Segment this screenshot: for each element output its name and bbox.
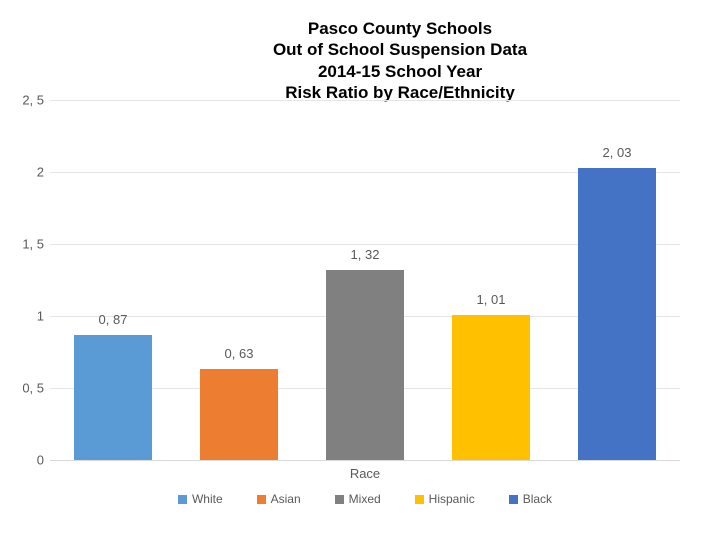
legend-item: Hispanic [415, 492, 475, 506]
legend-label: Asian [271, 492, 301, 506]
legend-label: White [192, 492, 223, 506]
legend-item: Mixed [335, 492, 381, 506]
bar [452, 315, 530, 460]
y-tick-label: 2 [10, 165, 44, 180]
bar [74, 335, 152, 460]
legend-item: Black [509, 492, 552, 506]
legend-swatch [335, 495, 344, 504]
x-axis-title: Race [50, 466, 680, 481]
bar-value-label: 2, 03 [603, 145, 632, 160]
legend-label: Mixed [349, 492, 381, 506]
chart-title-line: Out of School Suspension Data [190, 39, 610, 60]
bar [578, 168, 656, 460]
legend-swatch [509, 495, 518, 504]
bar [200, 369, 278, 460]
legend-label: Black [523, 492, 552, 506]
bar-value-label: 1, 32 [351, 247, 380, 262]
plot-area: Race 00, 511, 522, 50, 870, 631, 321, 01… [50, 100, 680, 461]
gridline [50, 100, 680, 101]
y-tick-label: 0, 5 [10, 381, 44, 396]
chart-title: Pasco County SchoolsOut of School Suspen… [190, 18, 610, 103]
legend-item: White [178, 492, 223, 506]
legend-swatch [415, 495, 424, 504]
y-tick-label: 2, 5 [10, 93, 44, 108]
legend-label: Hispanic [429, 492, 475, 506]
bar-value-label: 1, 01 [477, 292, 506, 307]
chart-title-line: 2014-15 School Year [190, 61, 610, 82]
legend: White Asian Mixed Hispanic Black [50, 492, 680, 506]
bar-value-label: 0, 87 [99, 312, 128, 327]
legend-swatch [178, 495, 187, 504]
legend-swatch [257, 495, 266, 504]
bar [326, 270, 404, 460]
y-tick-label: 1 [10, 309, 44, 324]
y-tick-label: 0 [10, 453, 44, 468]
y-tick-label: 1, 5 [10, 237, 44, 252]
chart-container: Pasco County SchoolsOut of School Suspen… [0, 0, 720, 540]
bar-value-label: 0, 63 [225, 346, 254, 361]
chart-title-line: Pasco County Schools [190, 18, 610, 39]
legend-item: Asian [257, 492, 301, 506]
